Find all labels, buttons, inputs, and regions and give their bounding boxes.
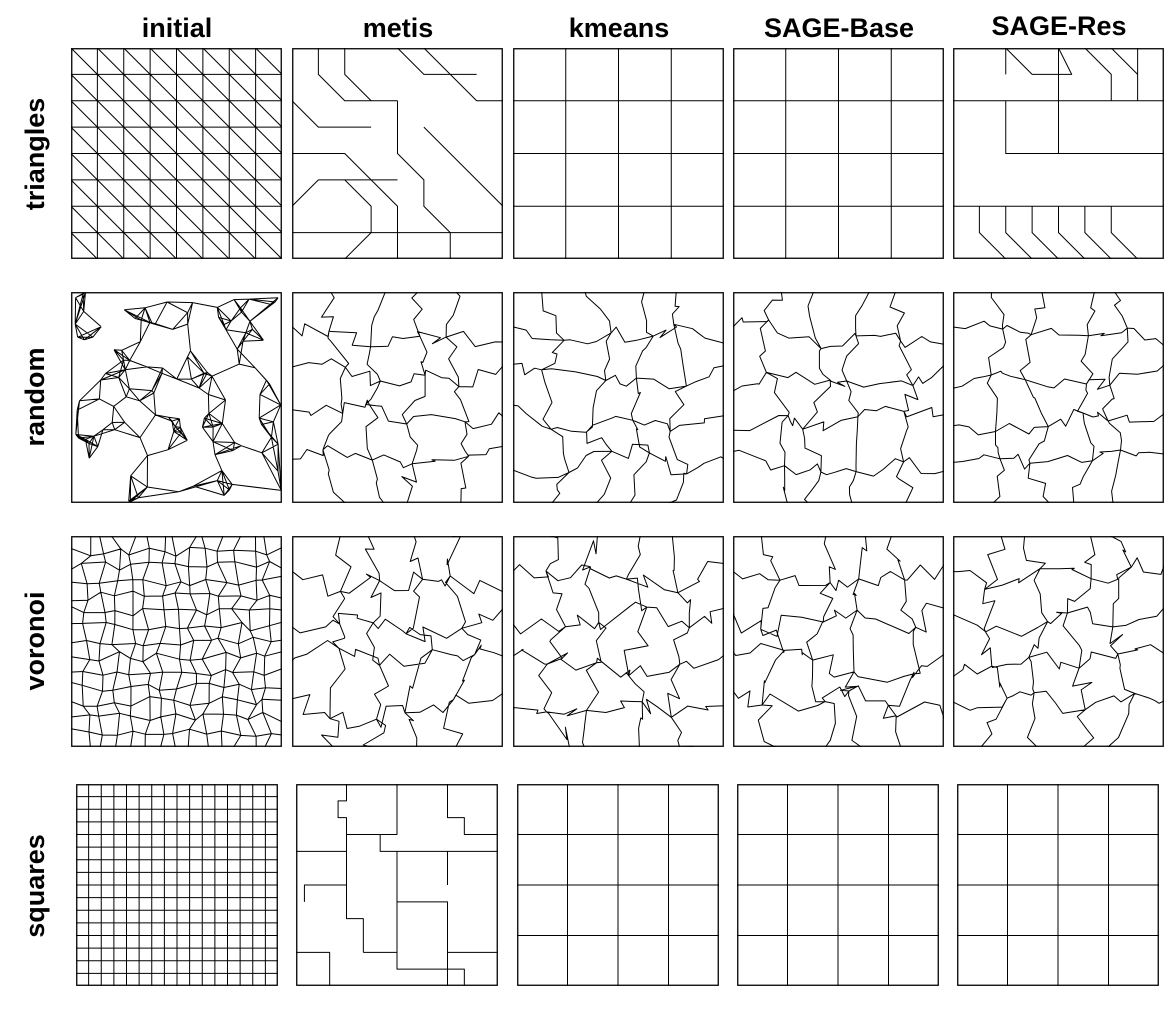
panel-border <box>733 292 944 503</box>
panel-squares-sage-res <box>957 784 1159 986</box>
panel-triangles-sage-res <box>953 48 1164 259</box>
partition-edges <box>292 48 503 259</box>
panel-border <box>292 536 503 747</box>
partition-edges <box>292 292 503 503</box>
partition-edges <box>953 292 1164 503</box>
partition-edges <box>733 48 944 259</box>
col-header-initial: initial <box>141 13 213 43</box>
panel-triangles-kmeans <box>513 48 724 259</box>
panel-random-initial <box>71 292 282 503</box>
partition-edges <box>953 536 1164 747</box>
panel-border <box>953 536 1164 747</box>
partition-edges <box>513 292 724 503</box>
panel-triangles-metis <box>292 48 503 259</box>
row-header-voronoi: voronoi <box>20 591 50 691</box>
panel-squares-sage-base <box>737 784 939 986</box>
partition-edges <box>513 48 724 259</box>
mesh-edges <box>76 784 278 986</box>
panel-border <box>292 292 503 503</box>
panel-border <box>71 536 282 747</box>
partition-edges <box>517 784 719 986</box>
mesh-edges <box>71 48 282 259</box>
panel-border <box>953 292 1164 503</box>
panel-random-sage-base <box>733 292 944 503</box>
partition-edges <box>71 536 282 747</box>
col-header-sage-res: SAGE-Res <box>991 11 1127 41</box>
partition-edges <box>733 292 944 503</box>
panel-voronoi-initial <box>71 536 282 747</box>
panel-squares-kmeans <box>517 784 719 986</box>
col-header-metis: metis <box>362 13 434 43</box>
row-header-random: random <box>20 347 50 447</box>
panel-border <box>71 292 282 503</box>
row-header-triangles: triangles <box>20 97 50 211</box>
partition-edges <box>733 536 944 747</box>
partition-edges <box>296 784 498 986</box>
partition-edges <box>953 48 1164 259</box>
partition-edges <box>292 536 503 747</box>
panel-voronoi-sage-res <box>953 536 1164 747</box>
panel-voronoi-metis <box>292 536 503 747</box>
panel-border <box>733 536 944 747</box>
col-header-sage-base: SAGE-Base <box>763 13 915 43</box>
partition-edges <box>737 784 939 986</box>
panel-random-metis <box>292 292 503 503</box>
panel-random-kmeans <box>513 292 724 503</box>
panel-triangles-sage-base <box>733 48 944 259</box>
mesh-edges <box>74 292 282 503</box>
panel-voronoi-kmeans <box>513 536 724 747</box>
partition-edges <box>513 536 724 747</box>
row-header-squares: squares <box>20 834 50 938</box>
col-header-kmeans: kmeans <box>568 13 670 43</box>
panel-voronoi-sage-base <box>733 536 944 747</box>
panel-border <box>513 536 724 747</box>
panel-squares-metis <box>296 784 498 986</box>
panel-triangles-initial <box>71 48 282 259</box>
panel-border <box>513 292 724 503</box>
panel-squares-initial <box>76 784 278 986</box>
panel-random-sage-res <box>953 292 1164 503</box>
partition-edges <box>957 784 1159 986</box>
